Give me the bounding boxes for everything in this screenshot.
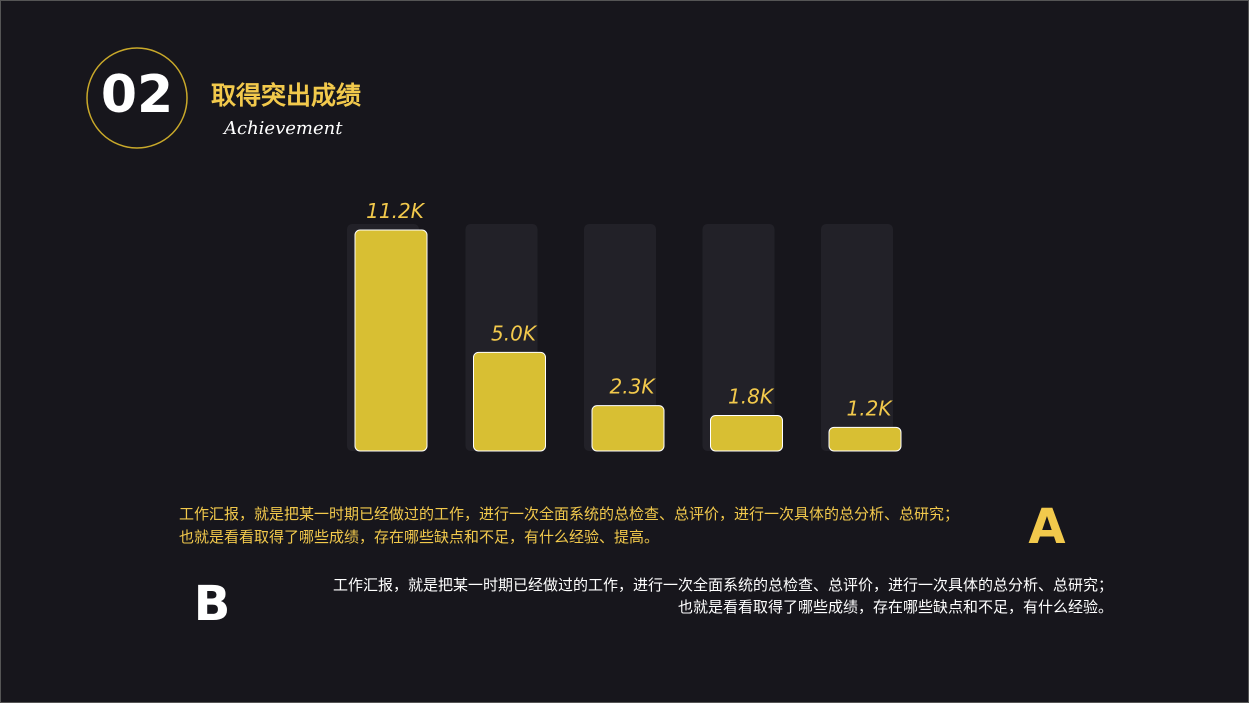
block-a-line: 工作汇报，就是把某一时期已经做过的工作，进行一次全面系统的总检查、总评价，进行一… [179, 505, 959, 523]
value-label: 1.8K [728, 384, 775, 408]
section-title: 取得突出成绩 [211, 81, 361, 110]
bar-track [702, 224, 775, 451]
value-label: 1.2K [847, 396, 894, 420]
bar [354, 229, 428, 452]
value-label: 11.2K [366, 199, 426, 223]
header-circle [86, 47, 188, 149]
bar-track [584, 224, 656, 451]
decor-lines [40, 254, 1249, 457]
block-a-letter: A [1028, 499, 1065, 555]
bar [473, 351, 546, 452]
block-b-line: 也就是看看取得了哪些成绩，存在哪些缺点和不足，有什么经验。 [678, 598, 1113, 616]
bar-track [821, 224, 893, 451]
bar [591, 405, 665, 452]
bar [710, 414, 783, 452]
value-label: 5.0K [491, 321, 538, 345]
block-a-line: 也就是看看取得了哪些成绩，存在哪些缺点和不足，有什么经验、提高。 [179, 528, 659, 546]
block-b-letter: B [194, 576, 231, 632]
block-b-line: 工作汇报，就是把某一时期已经做过的工作，进行一次全面系统的总检查、总评价，进行一… [333, 576, 1113, 594]
value-label: 2.3K [610, 375, 657, 399]
section-subtitle: Achievement [222, 118, 343, 139]
bar-chart: 11.2K 5.0K 2.3K 1.8K 1.2K [347, 199, 902, 452]
bar [828, 426, 902, 452]
section-number: 02 [101, 65, 173, 125]
